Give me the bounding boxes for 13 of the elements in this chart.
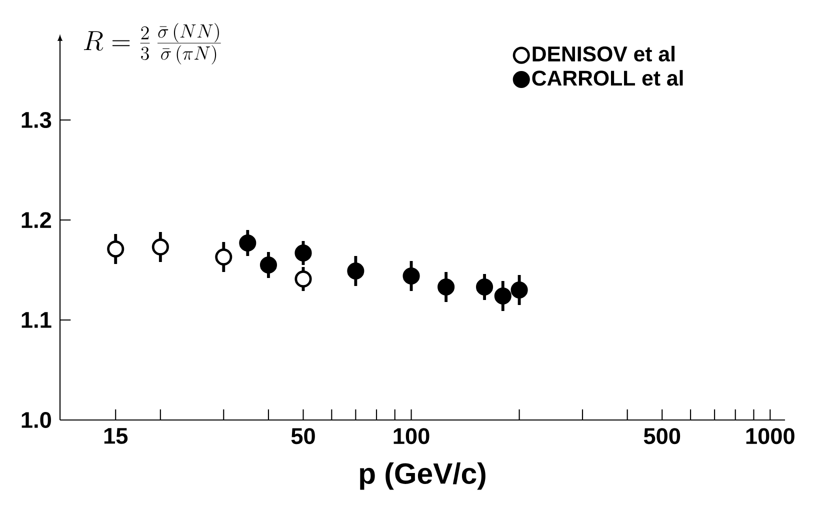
x-tick-label: 500 (644, 428, 680, 444)
x-tick-label: 15 (104, 428, 128, 444)
y-tick-label: 1.0 (22, 412, 51, 428)
y-tick-label: 1.2 (22, 212, 52, 228)
y-tick-label: 1.1 (22, 312, 52, 328)
x-tick-label: 1000 (746, 428, 794, 444)
y-tick-label: 1.3 (22, 112, 52, 128)
x-tick-label: 100 (394, 428, 430, 444)
x-tick-label: 50 (291, 428, 315, 444)
legend-label: CARROLL et al (532, 70, 683, 86)
x-axis-title: p (GeV/c) (360, 462, 486, 490)
legend-label: DENISOV et al (532, 46, 674, 62)
y-axis-title: $R = \frac{2}{3}\,\frac{\bar{\sigma}\,(NN)}{\bar{\sigma}\,(\pi N)}$ (84, 23, 221, 64)
